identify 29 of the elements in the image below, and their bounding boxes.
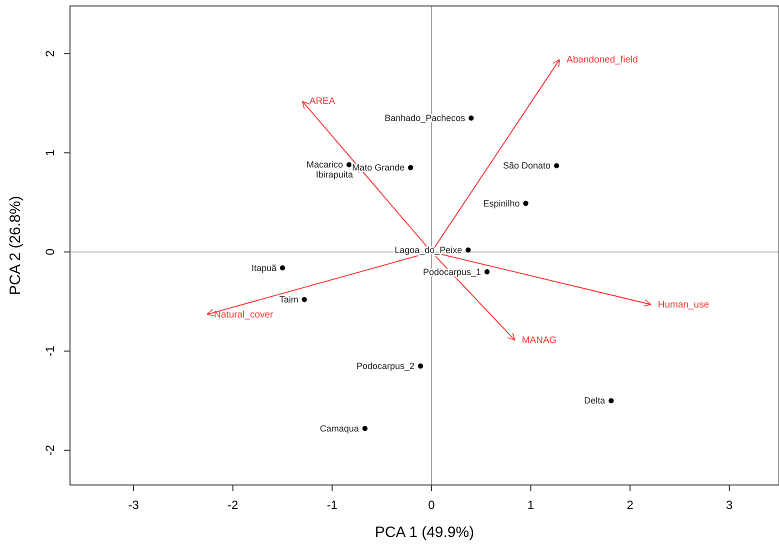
- series-label: Human_use: [658, 300, 710, 311]
- x-tick-label: 3: [726, 498, 734, 512]
- y-tick-label: 0: [43, 248, 57, 256]
- annotation: Itapuã: [251, 262, 276, 273]
- x-tick-label: -3: [128, 498, 140, 512]
- series-label: AREA: [309, 96, 336, 108]
- y-tick-label: -2: [43, 444, 57, 456]
- y-axis-title: PCA 2 (26.8%): [7, 196, 24, 296]
- y-tick-label: 2: [43, 50, 57, 57]
- x-tick-label: 1: [527, 498, 534, 512]
- annotation: São Donato: [503, 160, 551, 171]
- annotation: Podocarpus_2: [356, 360, 415, 371]
- annotation: Delta: [584, 396, 606, 406]
- x-tick-label: 2: [626, 498, 634, 512]
- series-label: Abandoned_field: [566, 54, 638, 66]
- x-axis-title: PCA 1 (49.9%): [374, 524, 474, 541]
- annotation: Macarico: [306, 160, 344, 170]
- y-tick-label: -1: [43, 345, 57, 356]
- annotation: Taim: [279, 294, 298, 305]
- x-tick-label: -1: [326, 498, 338, 512]
- x-tick-label: 0: [428, 498, 436, 512]
- annotation: Banhado_Pachecos: [384, 113, 466, 124]
- annotation: Ibirapuita: [316, 170, 353, 180]
- series-label: Natural_cover: [214, 309, 274, 320]
- y-tick-label: 1: [43, 149, 57, 156]
- annotation: Camaqua: [320, 423, 359, 434]
- annotation: Espinilho: [483, 198, 520, 208]
- series-label: MANAG: [522, 335, 557, 346]
- x-tick-label: -2: [228, 498, 239, 512]
